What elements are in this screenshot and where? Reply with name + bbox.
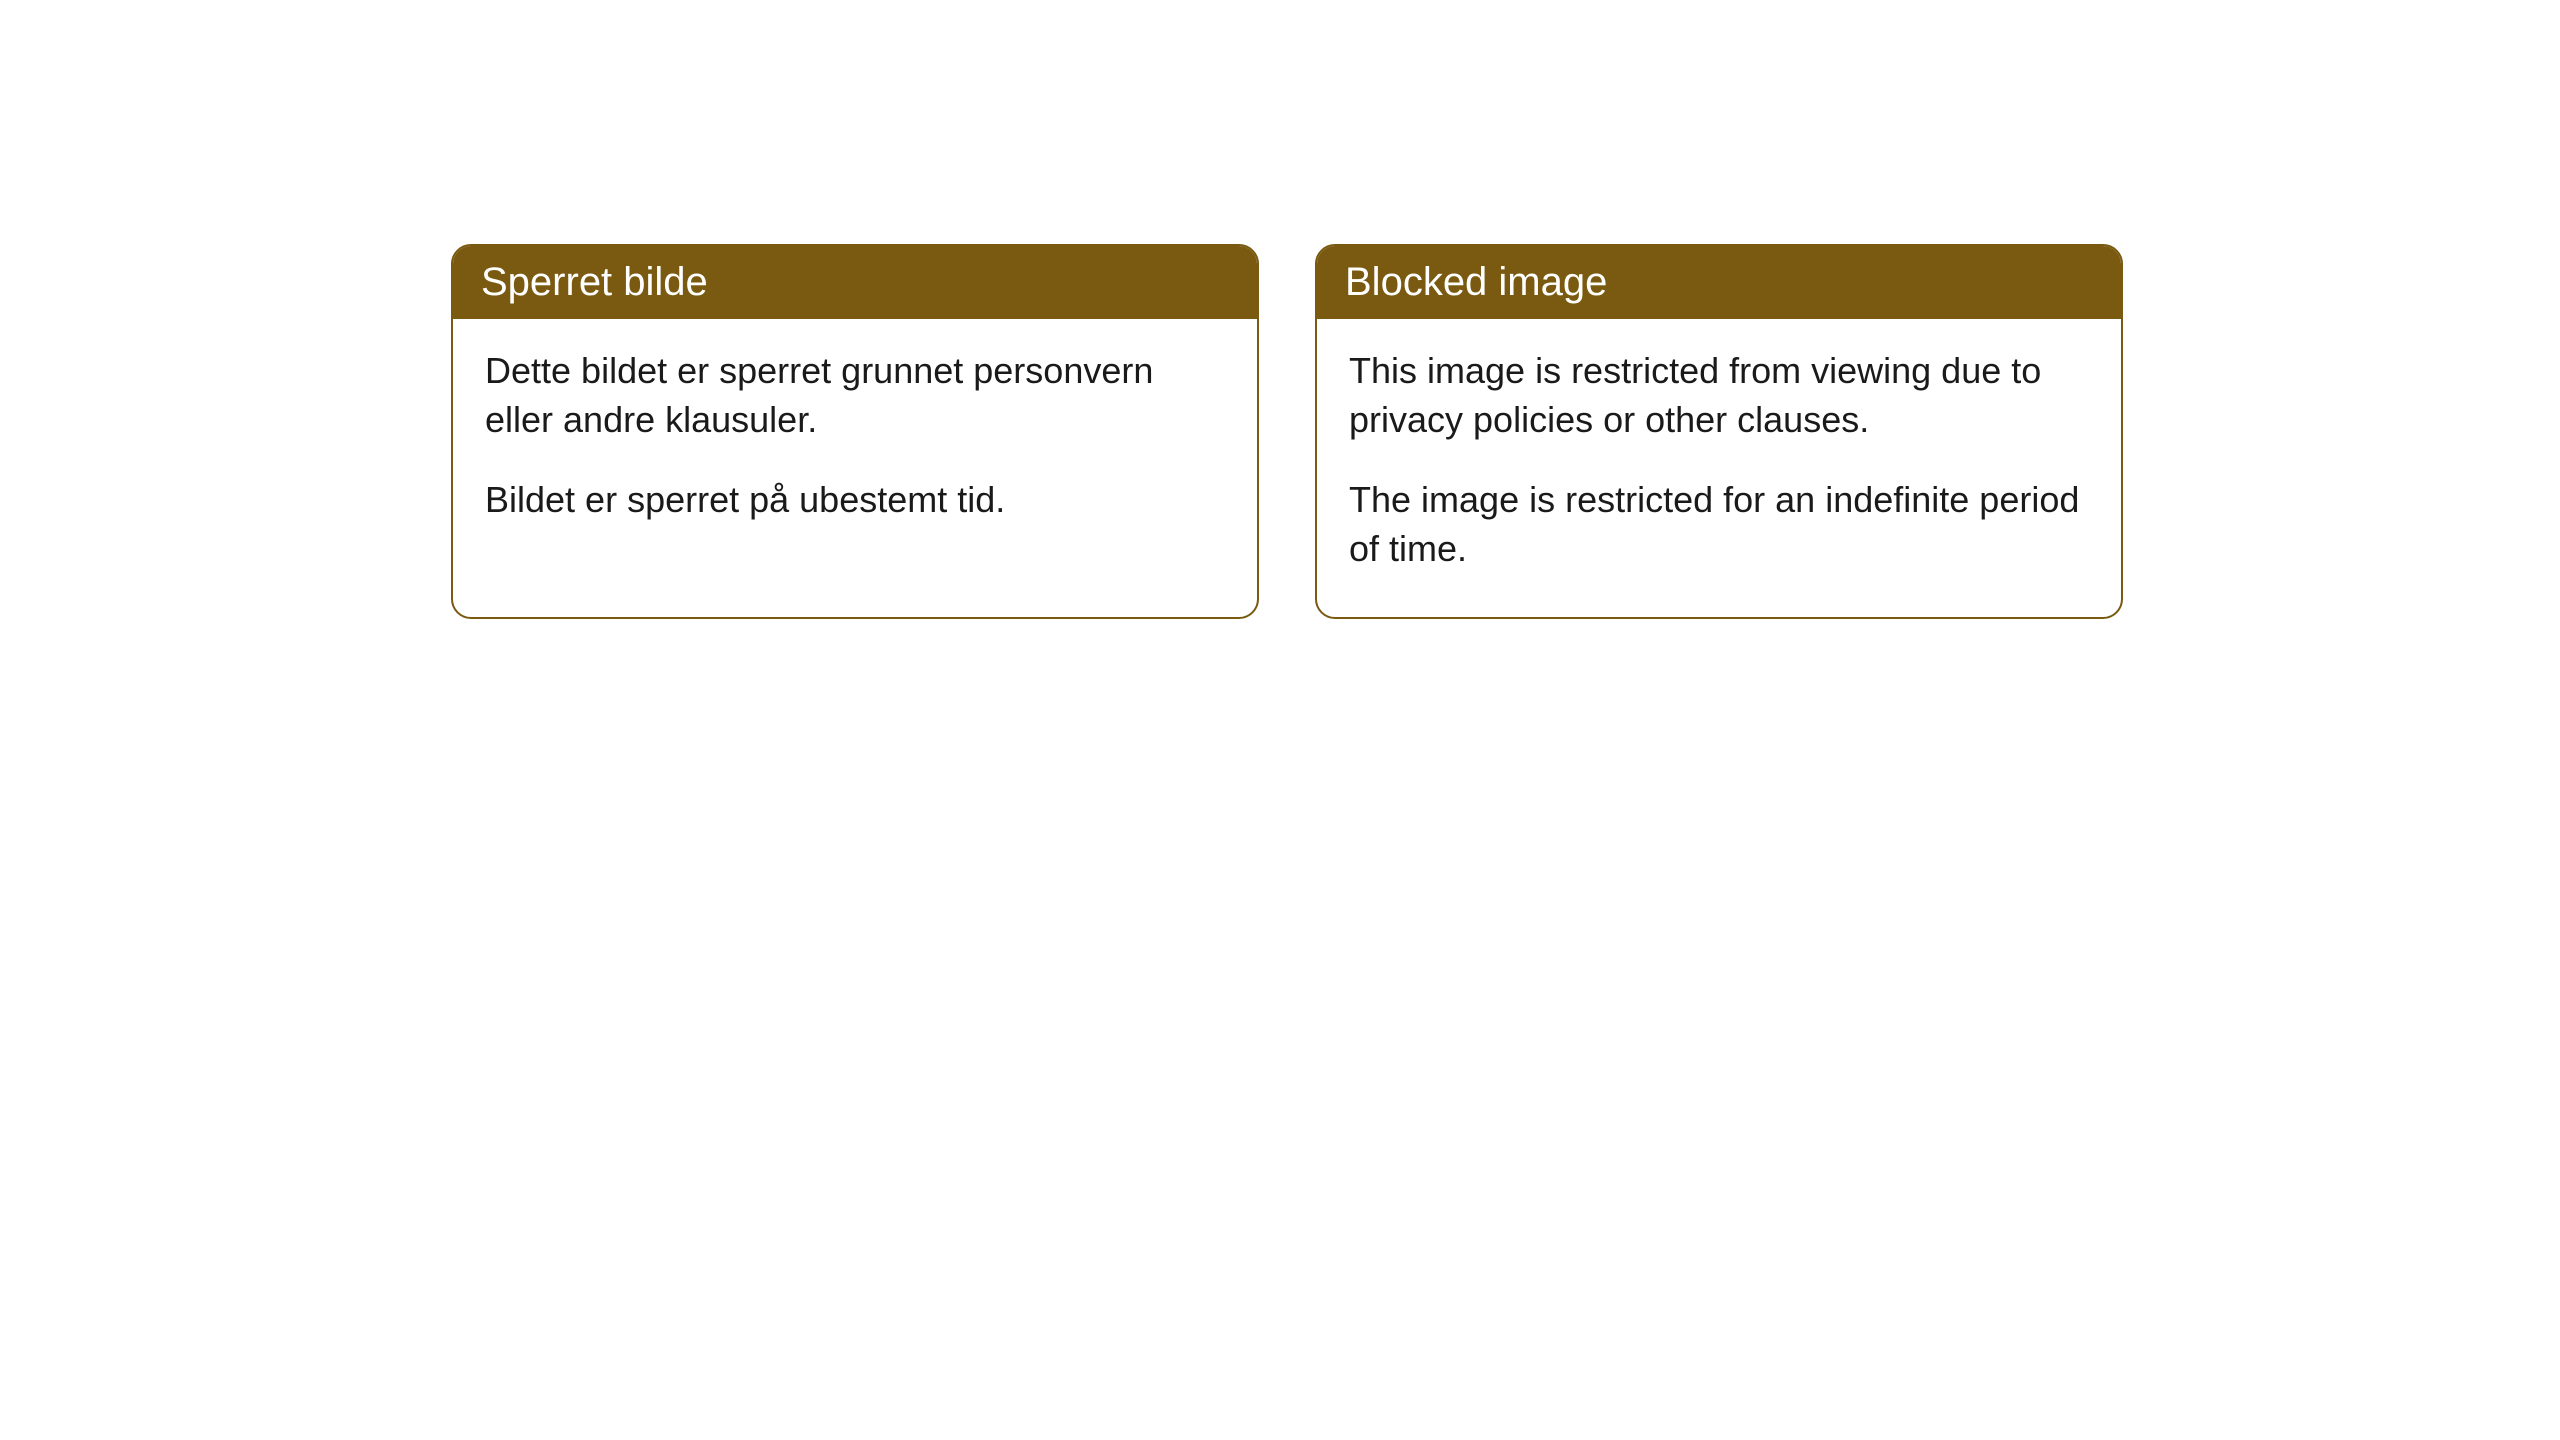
notice-text-2: Bildet er sperret på ubestemt tid.: [485, 476, 1225, 525]
card-body-norwegian: Dette bildet er sperret grunnet personve…: [453, 319, 1257, 569]
card-header-english: Blocked image: [1317, 246, 2121, 319]
notice-text-1: This image is restricted from viewing du…: [1349, 347, 2089, 444]
card-header-norwegian: Sperret bilde: [453, 246, 1257, 319]
notice-text-2: The image is restricted for an indefinit…: [1349, 476, 2089, 573]
notice-text-1: Dette bildet er sperret grunnet personve…: [485, 347, 1225, 444]
card-title: Blocked image: [1345, 260, 1607, 304]
blocked-image-card-english: Blocked image This image is restricted f…: [1315, 244, 2123, 619]
blocked-image-card-norwegian: Sperret bilde Dette bildet er sperret gr…: [451, 244, 1259, 619]
card-title: Sperret bilde: [481, 260, 708, 304]
notice-cards-container: Sperret bilde Dette bildet er sperret gr…: [0, 0, 2560, 619]
card-body-english: This image is restricted from viewing du…: [1317, 319, 2121, 617]
